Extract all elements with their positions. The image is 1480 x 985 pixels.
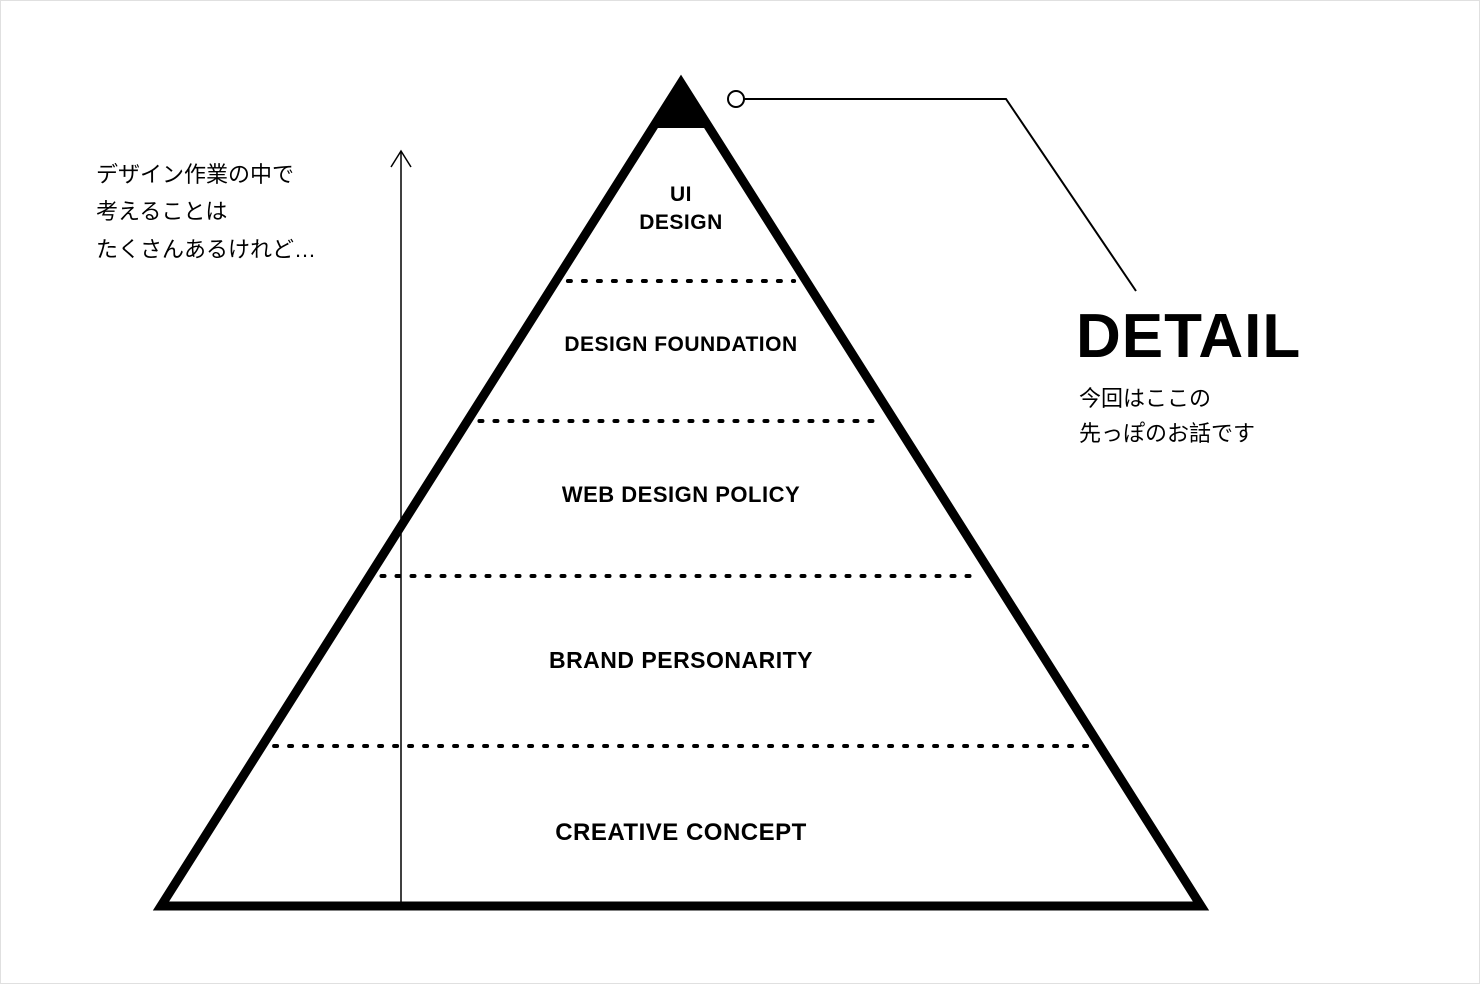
- pyramid-layer-label: BRAND PERSONARITY: [0, 645, 1421, 676]
- pyramid-layer-label: CREATIVE CONCEPT: [0, 817, 1421, 849]
- diagram-canvas: { "canvas": { "width": 1480, "height": 9…: [1, 1, 1479, 983]
- pyramid-tip-icon: [653, 83, 710, 128]
- pyramid-layer-label: UI DESIGN: [0, 181, 1421, 238]
- callout-title: DETAIL: [1076, 301, 1301, 372]
- pyramid-layer-label: WEB DESIGN POLICY: [0, 480, 1421, 510]
- callout-marker-icon: [728, 91, 744, 107]
- callout-subtitle: 今回はここの 先っぽのお話です: [1079, 381, 1255, 451]
